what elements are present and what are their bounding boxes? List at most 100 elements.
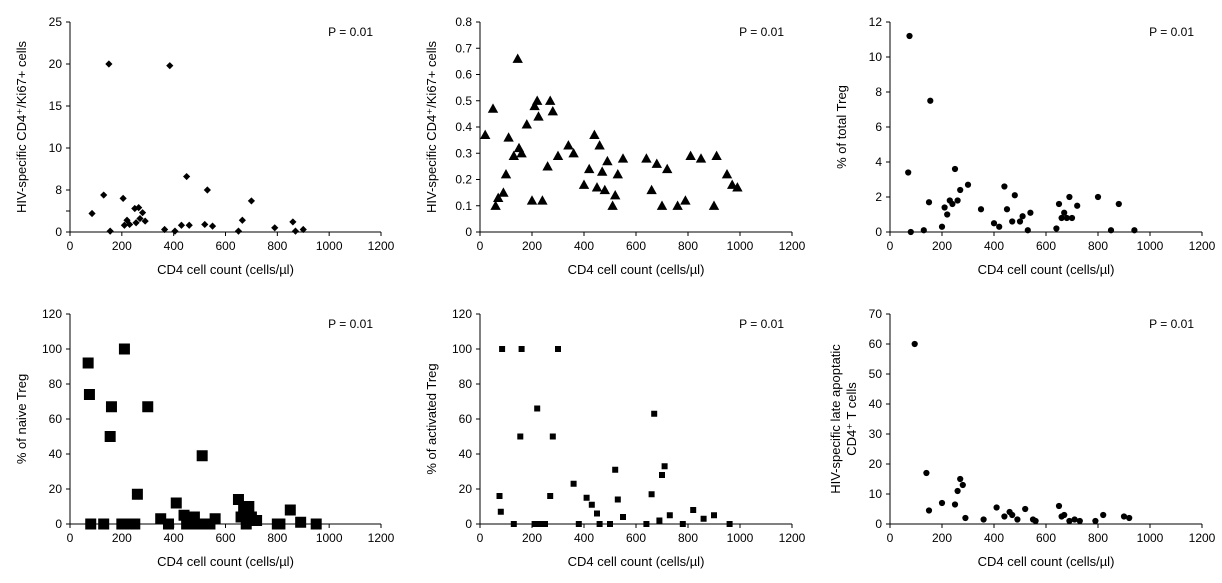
y-axis-title: HIV-specific CD4⁺/Ki67+ cells (424, 41, 439, 213)
data-point (513, 54, 523, 63)
y-tick-label: 20 (459, 482, 473, 496)
data-point (1069, 215, 1075, 221)
data-point (1056, 201, 1062, 207)
data-point (709, 201, 719, 210)
data-point (1001, 183, 1007, 189)
y-tick-label: 0.3 (455, 146, 472, 160)
data-point (289, 218, 296, 225)
data-point (571, 481, 577, 487)
data-point (210, 513, 221, 524)
data-point (607, 521, 613, 527)
data-point (178, 222, 185, 229)
data-points (83, 344, 322, 530)
data-point (1022, 506, 1028, 512)
axes (70, 22, 381, 232)
data-point (906, 33, 912, 39)
y-tick-label: 8 (875, 85, 882, 99)
data-point (542, 161, 552, 170)
data-point (711, 151, 721, 160)
data-point (927, 98, 933, 104)
y-tick-label: 30 (869, 427, 883, 441)
y-tick-label: 0 (465, 517, 472, 531)
data-point (1100, 512, 1106, 518)
y-tick-label: 0.2 (455, 173, 472, 187)
x-tick-label: 400 (984, 531, 1004, 545)
data-point (527, 195, 537, 204)
data-point (589, 130, 599, 139)
data-point (602, 156, 612, 165)
data-point (503, 132, 513, 141)
data-point (98, 519, 109, 530)
data-point (519, 346, 525, 352)
data-point (607, 201, 617, 210)
data-point (534, 406, 540, 412)
data-point (194, 519, 205, 530)
data-point (563, 140, 573, 149)
y-tick-label: 20 (49, 482, 63, 496)
y-tick-label: 20 (49, 57, 63, 71)
y-tick-label: 40 (869, 397, 883, 411)
y-tick-label: 2 (875, 190, 882, 204)
y-tick-label: 50 (869, 367, 883, 381)
scatter-panel-1: 0 200 400 600 800 1000 1200 0 10 15 20 25 8 CD4 cell … (0, 0, 405, 291)
data-point (1009, 218, 1015, 224)
data-point (553, 151, 563, 160)
data-point (991, 220, 997, 226)
data-point (994, 504, 1000, 510)
data-point (594, 140, 604, 149)
data-point (550, 434, 556, 440)
data-point (672, 201, 682, 210)
data-point (548, 106, 558, 115)
data-point (1014, 516, 1020, 522)
data-point (1061, 210, 1067, 216)
data-point (949, 201, 955, 207)
x-tick-label: 200 (932, 531, 952, 545)
data-point (620, 514, 626, 520)
data-point (680, 195, 690, 204)
data-point (106, 401, 117, 412)
p-value-annotation: P = 0.01 (328, 317, 373, 331)
data-points (88, 60, 306, 234)
scatter-plot-3: 0 200 400 600 800 1000 1200024681012CD4 cell c… (810, 0, 1222, 291)
x-tick-label: 800 (267, 239, 287, 253)
data-point (1092, 518, 1098, 524)
data-point (955, 197, 961, 203)
x-tick-label: 800 (267, 531, 287, 545)
x-tick-label: 600 (1036, 531, 1056, 545)
y-axis-title: % of total Treg (834, 85, 849, 169)
data-point (1061, 512, 1067, 518)
x-axis-title: CD4 cell count (cells/µl) (568, 262, 705, 277)
data-point (1020, 213, 1026, 219)
data-point (944, 211, 950, 217)
data-point (592, 182, 602, 191)
x-tick-label: 400 (164, 239, 184, 253)
data-point (499, 346, 505, 352)
data-point (171, 498, 182, 509)
scatter-plot-6: 0 200 400 600 800 1000 1200010203040506070CD4 … (810, 292, 1222, 583)
data-point (533, 111, 543, 120)
data-point (532, 521, 538, 527)
data-point (1001, 513, 1007, 519)
data-point (589, 502, 595, 508)
data-point (939, 500, 945, 506)
data-point (1066, 194, 1072, 200)
data-point (120, 195, 127, 202)
data-point (662, 164, 672, 173)
data-point (996, 224, 1002, 230)
y-tick-label: 0 (875, 517, 882, 531)
data-point (1131, 227, 1137, 233)
y-tick-label: 10 (869, 50, 883, 64)
x-tick-label: 1200 (368, 239, 395, 253)
axes (890, 22, 1202, 232)
y-tick-label: 80 (459, 377, 473, 391)
x-tick-label: 400 (984, 239, 1004, 253)
x-tick-label: 1000 (316, 239, 343, 253)
data-point (545, 96, 555, 105)
y-tick-label: 80 (49, 377, 63, 391)
data-point (618, 153, 628, 162)
data-point (197, 450, 208, 461)
scatter-plot-2: 0 200 400 600 800 1000 120000.10.20.30.40.50.6… (405, 0, 810, 291)
data-point (579, 180, 589, 189)
data-point (711, 512, 717, 518)
data-point (905, 169, 911, 175)
